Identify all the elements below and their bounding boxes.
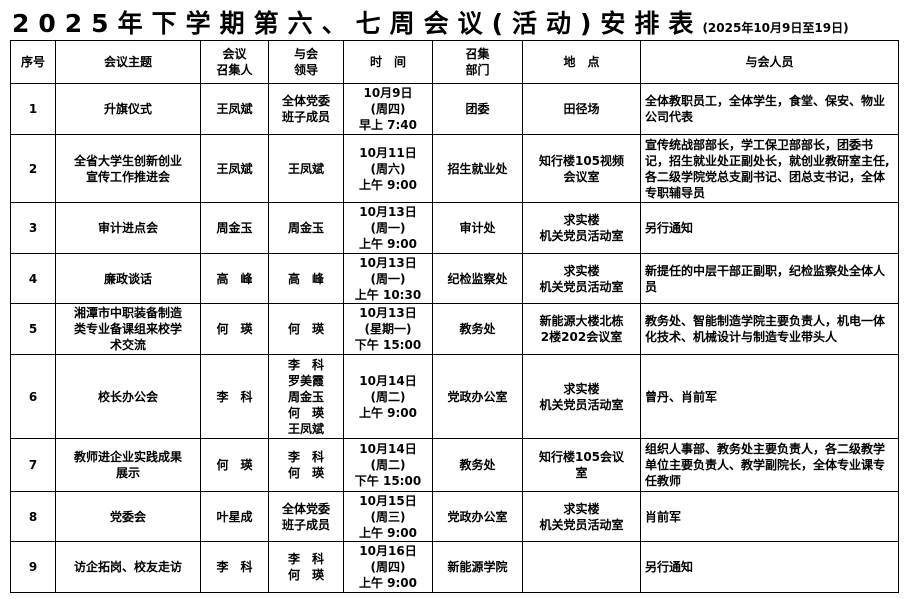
meeting-schedule-table: 序号 会议主题 会议 召集人 与会 领导时 间召集 部门地 点与会人员 1 升旗仪式 王凤… — [10, 40, 899, 593]
cell-time: 10月14日 (周二) 下午 15:00 — [343, 438, 433, 492]
header-row: 序号 会议主题 会议 召集人 与会 领导时 间召集 部门地 点与会人员 — [10, 40, 899, 84]
cell-leaders: 李 科 何 瑛 — [268, 541, 344, 593]
cell-leaders: 全体党委 班子成员 — [268, 491, 344, 542]
cell-no: 7 — [10, 438, 56, 492]
cell-no: 2 — [10, 134, 56, 203]
cell-topic: 廉政谈话 — [55, 253, 201, 304]
cell-dept: 教务处 — [432, 303, 523, 355]
table-row: 4 廉政谈话高 峰高 峰 10月13日 (周一) 上午 10:30 纪检监察处 求实楼 … — [10, 253, 899, 304]
header-leaders: 与会 领导 — [268, 40, 344, 84]
cell-time: 10月14日 (周二) 上午 9:00 — [343, 354, 433, 439]
cell-time: 10月13日 (周一) 上午 10:30 — [343, 253, 433, 304]
cell-topic: 湘潭市中职装备制造 类专业备课组来校学 术交流 — [55, 303, 201, 355]
table-row: 5 湘潭市中职装备制造 类专业备课组来校学 术交流何 瑛何 瑛 10月13日 (星期… — [10, 303, 899, 355]
cell-time: 10月11日 (周六) 上午 9:00 — [343, 134, 433, 203]
header-convener: 会议 召集人 — [200, 40, 269, 84]
cell-place: 田径场 — [522, 83, 641, 135]
cell-topic: 全省大学生创新创业 宣传工作推进会 — [55, 134, 201, 203]
cell-convener: 何 瑛 — [200, 438, 269, 492]
cell-convener: 何 瑛 — [200, 303, 269, 355]
cell-no: 5 — [10, 303, 56, 355]
cell-dept: 招生就业处 — [432, 134, 523, 203]
table-row: 3 审计进点会 周金玉 周金玉 10月13日 (周一) 上午 9:00 审计处 求实楼 机关… — [10, 202, 899, 254]
cell-convener: 王凤斌 — [200, 134, 269, 203]
cell-leaders: 周金玉 — [268, 202, 344, 254]
cell-topic: 校长办公会 — [55, 354, 201, 439]
cell-attendees: 肖前军 — [640, 491, 899, 542]
cell-leaders: 李 科 何 瑛 — [268, 438, 344, 492]
table-row: 1 升旗仪式 王凤斌 全体党委 班子成员 10月9日 (周四) 早上 7:40 团委 田径场… — [10, 83, 899, 135]
cell-dept: 新能源学院 — [432, 541, 523, 593]
cell-place: 知行楼105视频 会议室 — [522, 134, 641, 203]
cell-attendees: 全体教职员工，全体学生，食堂、保安、物业公司代表 — [640, 83, 899, 135]
cell-leaders: 王凤斌 — [268, 134, 344, 203]
cell-time: 10月15日 (周三) 上午 9:00 — [343, 491, 433, 542]
cell-no: 3 — [10, 202, 56, 254]
cell-convener: 叶星成 — [200, 491, 269, 542]
header-attendees: 与会人员 — [640, 40, 899, 84]
cell-leaders: 高 峰 — [268, 253, 344, 304]
cell-place: 新能源大楼北栋 2楼202会议室 — [522, 303, 641, 355]
cell-dept: 纪检监察处 — [432, 253, 523, 304]
title-main: 2025年下学期第六、七周会议(活动)安排表 — [12, 9, 703, 38]
cell-attendees: 新提任的中层干部正副职，纪检监察处全体人员 — [640, 253, 899, 304]
cell-topic: 访企拓岗、校友走访 — [55, 541, 201, 593]
cell-attendees: 组织人事部、教务处主要负责人，各二级教学单位主要负责人、教学副院长，全体专业课专… — [640, 438, 899, 492]
cell-place: 求实楼 机关党员活动室 — [522, 354, 641, 439]
cell-convener: 李 科 — [200, 354, 269, 439]
cell-dept: 党政办公室 — [432, 354, 523, 439]
header-topic: 会议主题 — [55, 40, 201, 84]
cell-dept: 团委 — [432, 83, 523, 135]
cell-time: 10月13日 (星期一) 下午 15:00 — [343, 303, 433, 355]
table-row: 7 教师进企业实践成果 展示何 瑛李 科 何 瑛 10月14日 (周二) 下午 15… — [10, 438, 899, 492]
cell-place: 知行楼105会议 室 — [522, 438, 641, 492]
cell-convener: 李 科 — [200, 541, 269, 593]
title-date-range: (2025年10月9日至19日) — [702, 21, 849, 35]
cell-attendees: 宣传统战部部长，学工保卫部部长，团委书记，招生就业处正副处长，就创业教研室主任,… — [640, 134, 899, 203]
header-dept: 召集 部门 — [432, 40, 523, 84]
cell-convener: 周金玉 — [200, 202, 269, 254]
cell-no: 8 — [10, 491, 56, 542]
cell-attendees: 另行通知 — [640, 202, 899, 254]
cell-time: 10月13日 (周一) 上午 9:00 — [343, 202, 433, 254]
cell-attendees: 教务处、智能制造学院主要负责人，机电一体化技术、机械设计与制造专业带头人 — [640, 303, 899, 355]
cell-no: 4 — [10, 253, 56, 304]
cell-leaders: 何 瑛 — [268, 303, 344, 355]
cell-topic: 审计进点会 — [55, 202, 201, 254]
cell-leaders: 全体党委 班子成员 — [268, 83, 344, 135]
cell-no: 1 — [10, 83, 56, 135]
cell-convener: 高 峰 — [200, 253, 269, 304]
cell-attendees: 曾丹、肖前军 — [640, 354, 899, 439]
cell-topic: 党委会 — [55, 491, 201, 542]
cell-topic: 升旗仪式 — [55, 83, 201, 135]
cell-convener: 王凤斌 — [200, 83, 269, 135]
cell-no: 9 — [10, 541, 56, 593]
cell-place: 求实楼 机关党员活动室 — [522, 253, 641, 304]
header-time: 时 间 — [343, 40, 433, 84]
cell-topic: 教师进企业实践成果 展示 — [55, 438, 201, 492]
cell-attendees: 另行通知 — [640, 541, 899, 593]
document-title: 2025年下学期第六、七周会议(活动)安排表(2025年10月9日至19日) — [12, 4, 849, 38]
header-no: 序号 — [10, 40, 56, 84]
cell-place: 求实楼 机关党员活动室 — [522, 491, 641, 542]
cell-dept: 教务处 — [432, 438, 523, 492]
cell-place — [522, 541, 641, 593]
table-row: 2 全省大学生创新创业 宣传工作推进会 王凤斌 王凤斌 10月11日 (周六) 上午 9… — [10, 134, 899, 203]
table-row: 6 校长办公会李 科李 科 罗美霞 周金玉 何 瑛 王凤斌 10月14日 (周二) … — [10, 354, 899, 439]
table-row: 8 党委会 叶星成 全体党委 班子成员 10月15日 (周三) 上午 9:00 党政办公室… — [10, 491, 899, 542]
cell-dept: 审计处 — [432, 202, 523, 254]
cell-dept: 党政办公室 — [432, 491, 523, 542]
cell-leaders: 李 科 罗美霞 周金玉 何 瑛 王凤斌 — [268, 354, 344, 439]
cell-no: 6 — [10, 354, 56, 439]
cell-place: 求实楼 机关党员活动室 — [522, 202, 641, 254]
cell-time: 10月16日 (周四) 上午 9:00 — [343, 541, 433, 593]
table-row: 9 访企拓岗、校友走访李 科李 科 何 瑛 10月16日 (周四) 上午 9:00 新… — [10, 541, 899, 593]
header-place: 地 点 — [522, 40, 641, 84]
cell-time: 10月9日 (周四) 早上 7:40 — [343, 83, 433, 135]
